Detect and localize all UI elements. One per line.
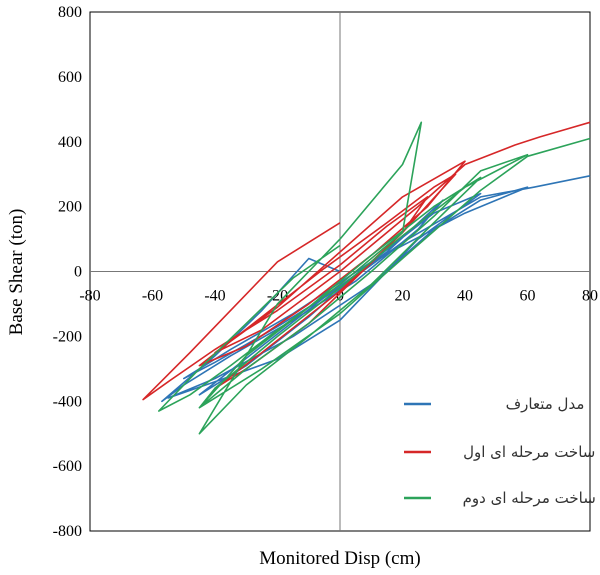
series-line-3 [158, 121, 591, 435]
y-tick-label: 200 [58, 199, 82, 216]
x-tick-label: -60 [142, 288, 163, 305]
y-tick-label: 400 [58, 134, 82, 151]
x-tick-label: -80 [79, 288, 100, 305]
y-tick-label: -400 [53, 393, 82, 410]
x-tick-label: 60 [520, 288, 536, 305]
x-axis-title: Monitored Disp (cm) [259, 548, 420, 569]
legend-label-1: مدل متعارف [506, 395, 585, 413]
x-tick-label: -40 [204, 288, 225, 305]
x-tick-label: 20 [395, 288, 411, 305]
x-tick-label: 0 [336, 288, 344, 305]
y-tick-label: -200 [53, 328, 82, 345]
y-tick-label: 800 [58, 4, 82, 21]
series-lines [142, 121, 591, 435]
legend: مدل متعارف مدل ساخت مرحله ای اول مدل ساخت … [404, 395, 600, 507]
y-tick-label: 0 [74, 264, 82, 281]
y-tick-label: 600 [58, 69, 82, 86]
tick-labels: -80 -60 -40 -20 0 20 40 60 808006004002000-200-4… [53, 4, 598, 540]
y-axis-title: Base Shear (ton) [6, 209, 27, 336]
legend-label-2: مدل ساخت مرحله ای اول [463, 443, 600, 461]
x-tick-label: 80 [582, 288, 598, 305]
legend-label-3: مدل ساخت مرحله ای دوم [463, 489, 600, 507]
y-tick-label: -600 [53, 458, 82, 475]
series-line-2 [142, 121, 591, 401]
x-tick-label: 40 [457, 288, 473, 305]
y-tick-label: -800 [53, 523, 82, 540]
